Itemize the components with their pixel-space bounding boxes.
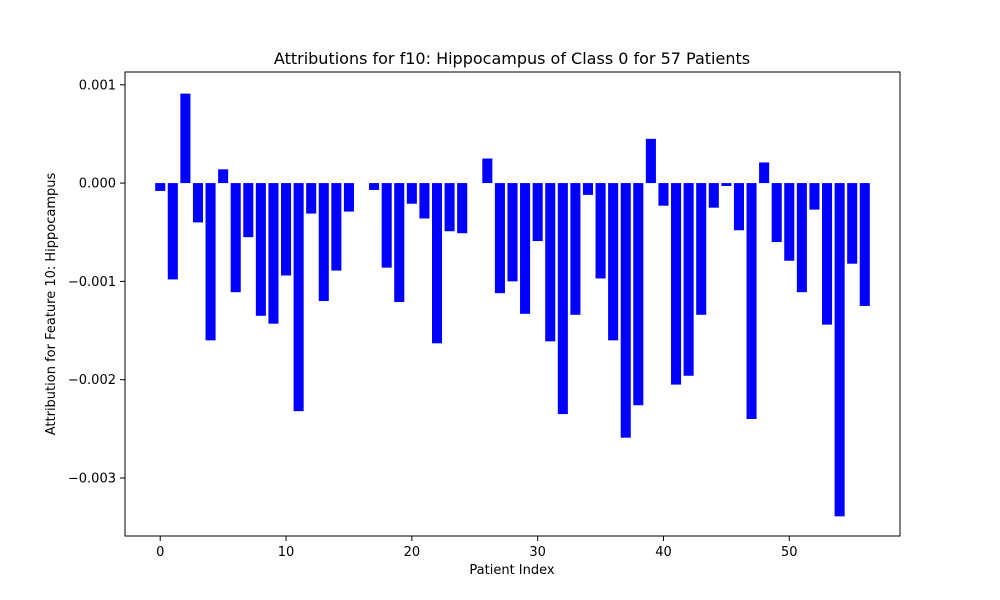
chart-title: Attributions for f10: Hippocampus of Cla… <box>274 49 750 68</box>
bar-patient-30 <box>532 183 543 242</box>
bar-patient-35 <box>595 183 606 279</box>
bar-patient-53 <box>822 183 833 325</box>
bar-patient-32 <box>557 183 568 415</box>
y-axis-ticks: 0.001 0.000 −0.001 −0.002 −0.003 <box>68 78 125 487</box>
bar-patient-8 <box>255 183 266 316</box>
y-axis-label: Attribution for Feature 10: Hippocampus <box>44 173 59 436</box>
bar-patient-52 <box>809 183 820 210</box>
bar-patient-33 <box>570 183 581 315</box>
bar-patient-27 <box>494 183 505 294</box>
bar-patient-44 <box>708 183 719 208</box>
bar-patient-4 <box>205 183 216 341</box>
plot-frame <box>124 71 901 537</box>
bar-patient-45 <box>721 183 732 187</box>
bars-group <box>155 93 870 517</box>
bar-patient-55 <box>847 183 858 264</box>
bar-patient-14 <box>331 183 342 271</box>
bar-patient-36 <box>608 183 619 341</box>
bar-patient-40 <box>658 183 669 206</box>
bar-patient-23 <box>444 183 455 232</box>
x-tick-label: 30 <box>529 545 546 560</box>
bar-patient-49 <box>771 183 782 243</box>
bar-patient-19 <box>394 183 405 303</box>
bar-patient-28 <box>507 183 518 282</box>
x-tick-label: 20 <box>404 545 421 560</box>
y-tick-label: −0.002 <box>68 373 116 388</box>
bar-patient-11 <box>293 183 304 412</box>
bar-patient-43 <box>696 183 707 315</box>
bar-patient-12 <box>306 183 317 214</box>
bar-patient-51 <box>796 183 807 293</box>
bar-patient-47 <box>746 183 757 420</box>
bar-patient-1 <box>167 183 178 280</box>
bar-patient-3 <box>192 183 203 223</box>
y-tick-label: 0.000 <box>79 177 116 192</box>
bar-patient-6 <box>230 183 241 293</box>
bar-patient-22 <box>431 183 443 344</box>
bar-patient-29 <box>520 183 531 314</box>
bar-patient-46 <box>733 183 744 231</box>
y-tick-label: 0.001 <box>79 78 116 93</box>
bar-patient-31 <box>545 183 556 342</box>
bar-patient-26 <box>482 158 493 184</box>
bar-patient-9 <box>268 183 279 324</box>
bar-patient-50 <box>784 183 795 261</box>
bar-patient-56 <box>859 183 870 306</box>
bar-patient-20 <box>406 183 417 204</box>
bar-patient-7 <box>243 183 254 238</box>
bar-patient-2 <box>180 93 191 184</box>
bar-patient-18 <box>381 183 392 268</box>
y-tick-label: −0.003 <box>68 472 116 487</box>
bar-patient-21 <box>419 183 430 219</box>
bar-patient-15 <box>343 183 354 212</box>
bar-patient-38 <box>633 183 644 406</box>
x-tick-label: 10 <box>278 545 295 560</box>
bar-patient-10 <box>281 183 292 276</box>
bar-patient-34 <box>582 183 594 195</box>
bar-patient-41 <box>671 183 682 385</box>
x-tick-label: 0 <box>156 545 164 560</box>
bar-patient-17 <box>369 183 380 190</box>
x-axis-label: Patient Index <box>469 563 554 578</box>
bar-patient-39 <box>645 138 656 184</box>
bar-patient-42 <box>683 183 694 376</box>
x-tick-label: 50 <box>781 545 798 560</box>
bar-patient-24 <box>457 183 468 234</box>
bar-patient-48 <box>759 162 770 184</box>
bar-patient-5 <box>218 169 229 184</box>
bar-patient-0 <box>155 183 166 191</box>
x-axis-ticks: 0 10 20 30 40 50 <box>156 536 798 560</box>
x-tick-label: 40 <box>655 545 672 560</box>
bar-patient-13 <box>318 183 329 302</box>
y-tick-label: −0.001 <box>68 275 116 290</box>
bar-patient-37 <box>620 183 631 438</box>
bar-patient-54 <box>834 183 845 517</box>
